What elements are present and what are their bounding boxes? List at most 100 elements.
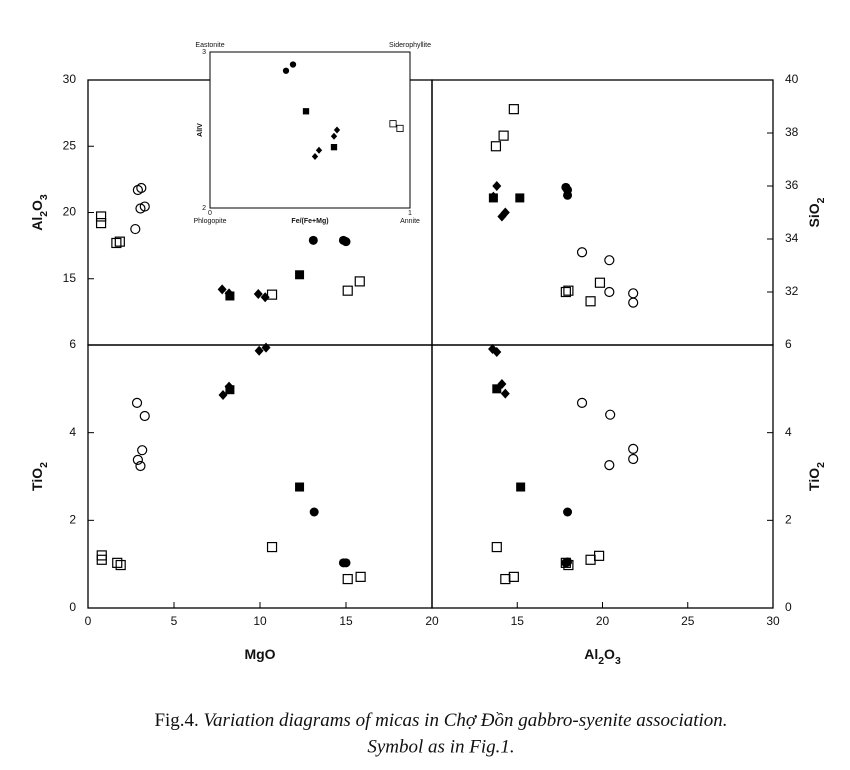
- x-tick-label: 1: [408, 210, 412, 217]
- marker-open-square: [111, 237, 122, 249]
- marker-filled-diamond: [217, 284, 227, 295]
- marker-filled-diamond: [500, 207, 510, 218]
- caption-line: Fig.4. Variation diagrams of micas in Ch…: [154, 710, 727, 731]
- marker-filled-circle: [563, 557, 573, 567]
- y-axis-label: TiO2: [29, 462, 50, 491]
- marker-open-square: [95, 211, 107, 222]
- y-tick-label: 15: [63, 271, 77, 285]
- y-tick-label: 0: [785, 600, 792, 614]
- plot-frame: [431, 344, 774, 609]
- marker-open-square: [508, 104, 519, 115]
- x-axis-label: MgO: [244, 646, 275, 662]
- y-tick-label: 2: [785, 513, 792, 527]
- marker-open-square: [396, 124, 404, 133]
- marker-filled-square: [515, 193, 525, 203]
- y-tick-label: 3: [202, 49, 206, 56]
- x-tick-label: 0: [208, 210, 212, 217]
- marker-open-square: [114, 236, 125, 247]
- marker-filled-diamond: [261, 342, 271, 353]
- y-tick-label: 2: [69, 513, 76, 527]
- x-tick-label: 15: [511, 614, 525, 628]
- marker-open-square: [593, 550, 605, 561]
- marker-open-circle: [628, 453, 639, 465]
- corner-label: Eastonite: [195, 42, 224, 49]
- x-tick-label: 20: [425, 614, 439, 628]
- marker-open-square: [266, 289, 278, 300]
- x-axis-label: Al2O3: [584, 646, 621, 667]
- marker-filled-diamond: [218, 389, 228, 400]
- marker-filled-diamond: [492, 347, 502, 358]
- y-tick-label: 34: [785, 231, 799, 245]
- y-axis-label: Al2O3: [29, 194, 50, 231]
- y-tick-label: 38: [785, 125, 799, 139]
- y-tick-label: 40: [785, 72, 799, 86]
- marker-open-circle: [139, 410, 150, 422]
- marker-open-circle: [135, 460, 146, 472]
- marker-open-circle: [576, 397, 588, 408]
- y-axis-label: SiO2: [806, 197, 827, 227]
- inset-frame: [209, 51, 411, 209]
- y-tick-label: 36: [785, 178, 799, 192]
- marker-open-square: [342, 573, 353, 585]
- marker-filled-circle: [309, 507, 319, 517]
- marker-open-square: [115, 559, 126, 571]
- marker-filled-circle: [289, 61, 297, 68]
- marker-open-circle: [604, 460, 615, 471]
- caption-text: Variation diagrams of micas in Chợ Đồn g…: [204, 710, 728, 731]
- marker-open-square: [563, 285, 574, 296]
- marker-open-circle: [576, 247, 588, 258]
- caption-prefix: Fig.4.: [154, 710, 198, 731]
- marker-filled-square: [516, 482, 526, 492]
- caption-line2: Symbol as in Fig.1.: [367, 736, 514, 757]
- marker-open-square: [500, 573, 511, 585]
- y-tick-label: 6: [69, 337, 76, 351]
- plot-frame: [431, 79, 774, 346]
- marker-open-square: [508, 571, 519, 582]
- marker-open-circle: [604, 255, 615, 266]
- y-tick-label: 0: [69, 600, 76, 614]
- marker-open-circle: [132, 454, 143, 465]
- y-tick-label: 25: [63, 138, 77, 152]
- y-tick-label: 4: [785, 425, 792, 439]
- marker-filled-square: [295, 270, 305, 280]
- marker-filled-square: [225, 291, 235, 301]
- corner-label: Annite: [400, 218, 420, 225]
- marker-filled-square: [330, 144, 338, 151]
- marker-open-circle: [628, 443, 639, 454]
- marker-open-square: [585, 296, 596, 307]
- x-tick-label: 0: [85, 614, 92, 628]
- marker-open-square: [560, 286, 571, 298]
- y-tick-label: 4: [69, 425, 76, 439]
- y-tick-label: 2: [202, 205, 206, 212]
- y-axis-label: TiO2: [806, 462, 827, 491]
- marker-filled-diamond: [253, 288, 263, 299]
- marker-filled-circle: [563, 190, 573, 200]
- marker-filled-circle: [341, 237, 351, 247]
- marker-open-square: [95, 218, 107, 229]
- marker-open-circle: [605, 409, 616, 420]
- y-axis-label: AlIV: [197, 123, 204, 137]
- x-tick-label: 10: [253, 614, 267, 628]
- marker-open-square: [498, 130, 509, 141]
- x-tick-label: 20: [596, 614, 610, 628]
- marker-open-square: [490, 141, 502, 152]
- marker-filled-circle: [563, 507, 573, 517]
- marker-filled-square: [225, 385, 235, 395]
- x-tick-label: 5: [171, 614, 178, 628]
- marker-filled-square: [492, 384, 502, 394]
- marker-open-square: [96, 554, 107, 565]
- marker-open-circle: [137, 445, 148, 456]
- marker-open-circle: [139, 201, 150, 212]
- marker-open-square: [266, 541, 278, 553]
- marker-open-circle: [628, 288, 639, 299]
- marker-open-square: [342, 285, 353, 296]
- marker-open-circle: [604, 286, 615, 298]
- plot-frame: [87, 344, 433, 609]
- marker-open-circle: [130, 223, 141, 235]
- marker-open-square: [585, 554, 596, 565]
- y-tick-label: 30: [63, 72, 77, 86]
- marker-open-square: [491, 541, 502, 553]
- marker-open-square: [594, 277, 606, 288]
- marker-open-square: [354, 276, 365, 287]
